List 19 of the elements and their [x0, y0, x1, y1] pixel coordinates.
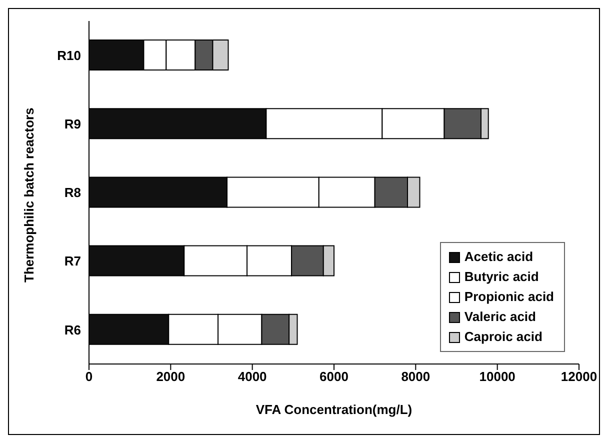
x-tick-label: 10000 — [479, 369, 516, 384]
x-tick-label: 0 — [85, 369, 93, 384]
y-tick-label: R10 — [57, 48, 81, 63]
x-tick-label: 2000 — [156, 369, 186, 384]
legend-label: Acetic acid — [464, 248, 534, 266]
x-tick-label: 8000 — [401, 369, 430, 384]
legend-label: Propionic acid — [464, 288, 554, 306]
legend-label: Valeric acid — [464, 308, 536, 326]
x-tick-label: 12000 — [560, 369, 598, 384]
legend-label: Butyric acid — [464, 268, 539, 286]
legend-label: Caproic acid — [464, 328, 542, 346]
y-axis-title: Thermophilic batch reactors — [22, 108, 37, 282]
x-tick-label: 4000 — [238, 369, 267, 384]
y-tick-label: R9 — [64, 116, 81, 132]
y-tick-label: R7 — [64, 254, 81, 269]
x-tick-label: 6000 — [320, 369, 348, 384]
y-tick-label: R8 — [64, 185, 81, 200]
y-tick-label: R6 — [64, 322, 81, 338]
x-axis-title: VFA Concentration(mg/L) — [256, 402, 412, 417]
